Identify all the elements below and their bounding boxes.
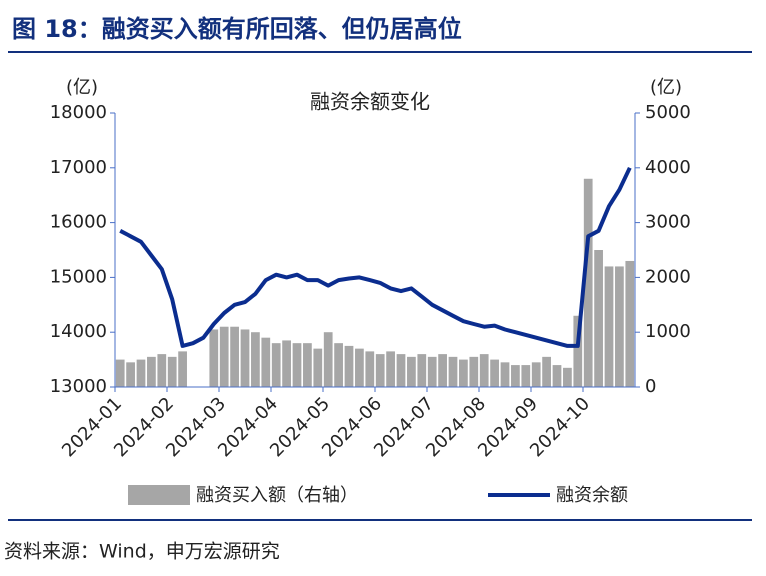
bar [417,354,427,387]
legend-label: 融资余额 [556,485,628,506]
bar [355,348,364,387]
y2-label: (亿) [650,77,682,98]
bar [136,359,146,387]
bar [531,362,541,387]
bar [303,343,312,387]
bar [459,359,468,387]
page-title: 图 18：融资买入额有所回落、但仍居高位 [12,15,462,43]
legend-swatch [128,485,190,505]
bar [438,354,447,387]
bar [521,365,531,387]
bar [271,343,281,387]
bar [594,250,603,387]
bar [344,345,354,387]
bar [209,329,219,387]
bar [407,356,416,387]
y-label: (亿) [66,77,98,98]
bar [261,337,271,387]
y-tick-label: 17000 [50,157,107,178]
bar [230,326,239,387]
legend-label: 融资买入额（右轴） [196,485,358,506]
bar [615,266,624,387]
y2-tick-label: 0 [645,376,656,397]
bar [427,356,437,387]
bar [282,340,291,387]
bar [178,351,187,387]
bar [115,359,125,387]
bar [219,326,229,387]
bar [563,367,572,387]
bar [313,348,323,387]
bar [251,332,260,387]
line [119,166,632,348]
bar [448,356,458,387]
bar [292,343,302,387]
y-tick-label: 16000 [50,212,107,233]
bar [500,362,510,387]
bar [542,356,551,387]
bar [490,359,499,387]
y2-tick-label: 3000 [645,212,691,233]
chart-title: 融资余额变化 [310,90,430,114]
bar [469,356,479,387]
bar [604,266,614,387]
bar [625,260,635,387]
y-tick-label: 18000 [50,102,107,123]
bar [583,178,593,387]
y2-tick-label: 5000 [645,102,691,123]
bar [334,343,343,387]
y2-tick-label: 4000 [645,157,691,178]
y-tick-label: 14000 [50,321,107,342]
y-tick-label: 13000 [50,376,107,397]
bar [157,354,167,387]
bar [375,354,385,387]
bar [396,354,406,387]
bar [386,351,395,387]
source: 资料来源：Wind，申万宏源研究 [4,541,280,563]
bar [511,365,520,387]
bar [147,356,156,387]
y-tick-label: 15000 [50,266,107,287]
bar [573,315,583,387]
bar [365,351,375,387]
bar [323,332,333,387]
y2-tick-label: 2000 [645,266,691,287]
bar [240,329,250,387]
y2-tick-label: 1000 [645,321,691,342]
bar [167,356,177,387]
bar [552,365,562,387]
bar [126,362,135,387]
bar [479,354,489,387]
